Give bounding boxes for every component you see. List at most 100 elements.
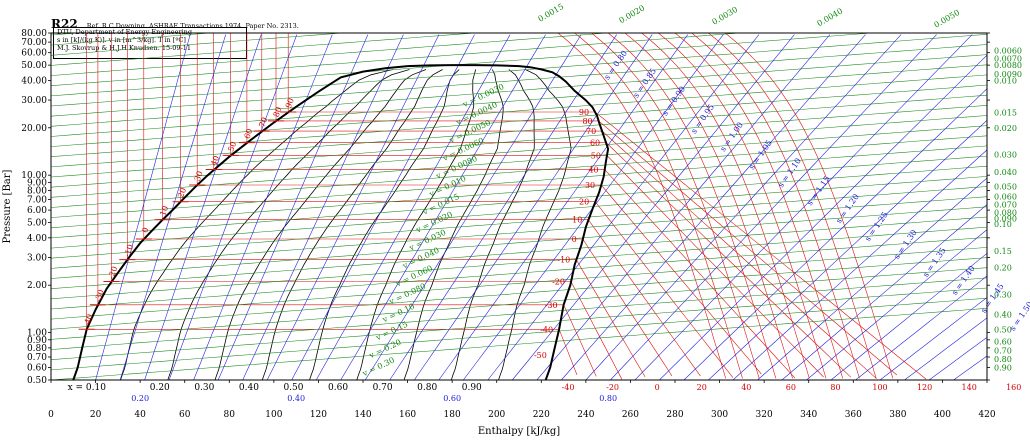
isochore-line [51, 115, 987, 188]
y-tick-label: 0.50 [27, 376, 47, 386]
isentrope-line [291, 34, 475, 380]
volume-label-right: 0.50 [994, 325, 1012, 334]
volume-label-top: 0.0040 [816, 6, 845, 28]
volume-label-top: 0.0030 [711, 5, 740, 27]
temperature-label-liquid: 10 [158, 205, 170, 218]
volume-label-right: 0.90 [994, 364, 1012, 373]
volume-label-right: 0.020 [994, 124, 1017, 133]
isochore-line [51, 0, 987, 5]
isochore-line [51, 33, 611, 76]
volume-label-right: 0.30 [994, 290, 1012, 299]
x-tick-label: 20 [90, 410, 102, 420]
isochore-line [51, 155, 987, 229]
quality-label-lower: 0.60 [443, 394, 461, 403]
quality-label: 0.70 [373, 383, 393, 393]
temperature-label-vapor: 70 [586, 127, 596, 136]
volume-label-right: 0.0070 [994, 55, 1022, 64]
temperature-label-vapor: 60 [590, 139, 600, 148]
quality-label-lower: 0.20 [131, 394, 149, 403]
temperature-label-bottom: 120 [917, 383, 932, 392]
quality-line [120, 69, 393, 380]
volume-label-top: 0.0015 [537, 2, 566, 24]
isentrope-line [830, 253, 987, 380]
quality-line [309, 69, 460, 380]
volume-label-right: 0.20 [994, 263, 1012, 272]
temperature-label-bottom: 100 [872, 383, 887, 392]
volume-label-top: 0.0020 [618, 3, 647, 25]
isochore-line [51, 277, 987, 350]
temperature-label-bottom: 140 [962, 383, 977, 392]
isochore-line [51, 186, 987, 259]
temperature-label-vapor: 10 [572, 216, 582, 225]
isochore-line [51, 64, 987, 137]
temperature-label-bottom: 40 [741, 383, 751, 392]
isotherm-line [287, 33, 927, 380]
quality-label: 0.80 [417, 383, 437, 393]
x-tick-label: 240 [577, 410, 594, 420]
volume-label-right: 0.040 [994, 168, 1017, 177]
temperature-label-liquid: 20 [176, 187, 188, 200]
volume-label-inside: v = 0.15 [374, 320, 410, 343]
volume-label-right: 0.0090 [994, 70, 1022, 79]
isochore-line [51, 33, 743, 86]
isotherm-line [691, 33, 860, 379]
quality-label: 0.20 [150, 383, 170, 393]
quality-label: 0.50 [283, 383, 303, 393]
x-tick-label: 340 [800, 410, 817, 420]
y-tick-label: 8.00 [27, 186, 47, 196]
isotherm-line [708, 33, 877, 379]
isochore-line [51, 206, 987, 279]
isochore-line [51, 0, 987, 25]
isotherm-line [111, 33, 623, 380]
temperature-label-bottom: 80 [830, 383, 840, 392]
isentrope-line [512, 34, 795, 380]
x-tick-label: 280 [666, 410, 683, 420]
isochore-line [51, 308, 987, 380]
volume-label-right: 0.40 [994, 311, 1012, 320]
quality-line [214, 69, 427, 380]
temperature-label-bottom: 60 [786, 383, 796, 392]
saturation-curve [72, 64, 610, 381]
volume-label-right: 0.80 [994, 355, 1012, 364]
y-tick-label: 30.00 [21, 96, 47, 106]
temperature-label-vapor: 30 [585, 181, 595, 190]
volume-label-right: 0.050 [994, 182, 1017, 191]
quality-line [356, 69, 477, 380]
temperature-label-bottom: 160 [1006, 383, 1021, 392]
y-tick-label: 10.00 [21, 171, 47, 181]
isochore-line [51, 165, 987, 239]
temperature-label-vapor: 40 [588, 166, 598, 175]
quality-label: 0.60 [328, 383, 348, 393]
isentrope-line [389, 34, 617, 380]
isentrope-line [95, 34, 191, 380]
y-tick-label: 4.00 [27, 234, 47, 244]
x-tick-label: 200 [488, 410, 505, 420]
isochore-line [51, 33, 479, 66]
x-tick-label: 100 [265, 410, 282, 420]
volume-label-inside: v = 0.10 [380, 302, 416, 325]
volume-label-right: 0.080 [994, 208, 1017, 217]
x-tick-label: 80 [224, 410, 236, 420]
volume-label-right: 0.60 [994, 337, 1012, 346]
isentrope-line [487, 34, 760, 380]
saturation-dome [72, 64, 610, 381]
isochore-line [51, 145, 987, 218]
isentrope-line [585, 34, 902, 380]
isentrope-line [193, 34, 333, 380]
x-tick-label: 400 [934, 410, 951, 420]
temperature-label-liquid: 70 [257, 116, 269, 129]
isentrope-line [144, 34, 262, 380]
isochore-line [51, 257, 987, 330]
isentrope-line [953, 355, 987, 380]
volume-label-right: 0.70 [994, 346, 1012, 355]
isentrope-line [340, 34, 546, 380]
temperature-label-liquid: 90 [284, 97, 296, 110]
y-tick-label: 0.90 [27, 336, 47, 346]
isochore-line [51, 105, 987, 178]
temperature-label-liquid: 40 [209, 154, 221, 167]
volume-label-right: 0.015 [994, 109, 1017, 118]
volume-label-right: 0.0080 [994, 61, 1022, 70]
quality-label: 0.40 [239, 383, 259, 393]
temperature-label-vapor: -50 [534, 351, 547, 360]
temperature-label-bottom: 20 [697, 383, 707, 392]
